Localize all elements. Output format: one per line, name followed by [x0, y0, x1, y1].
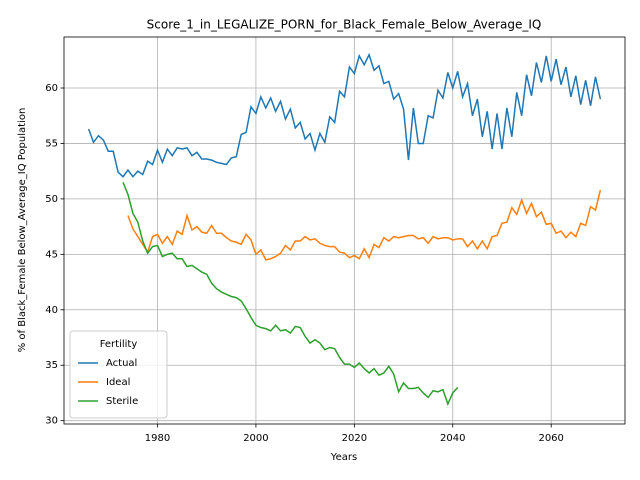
y-tick-label: 30 [45, 416, 58, 427]
x-tick-label: 2000 [243, 433, 268, 444]
legend: Fertility Actual Ideal Sterile [69, 330, 168, 419]
y-tick-label: 50 [45, 194, 58, 205]
legend-box [69, 330, 168, 419]
y-tick-label: 40 [45, 305, 58, 316]
x-axis-label: Years [330, 452, 357, 463]
legend-title: Fertility [100, 339, 138, 350]
data-line [127, 189, 602, 261]
legend-label: Ideal [106, 377, 130, 388]
y-axis-label: % of Black_Female Below_Average_IQ Popul… [17, 108, 28, 353]
legend-label: Sterile [106, 396, 138, 407]
data-line [87, 52, 602, 178]
y-tick-label: 45 [45, 249, 58, 260]
y-tick-label: 60 [45, 83, 58, 94]
x-tick-label: 1980 [145, 433, 170, 444]
x-tick-label: 2060 [538, 433, 563, 444]
y-tick-label: 35 [45, 360, 58, 371]
chart-title: Score_1_in_LEGALIZE_PORN_for_Black_Femal… [147, 18, 542, 32]
data-line [122, 181, 459, 407]
y-tick-label: 55 [45, 138, 58, 149]
plot-frame [63, 36, 626, 425]
x-tick-label: 2020 [342, 433, 367, 444]
x-tick-label: 2040 [440, 433, 465, 444]
legend-label: Actual [106, 358, 137, 369]
